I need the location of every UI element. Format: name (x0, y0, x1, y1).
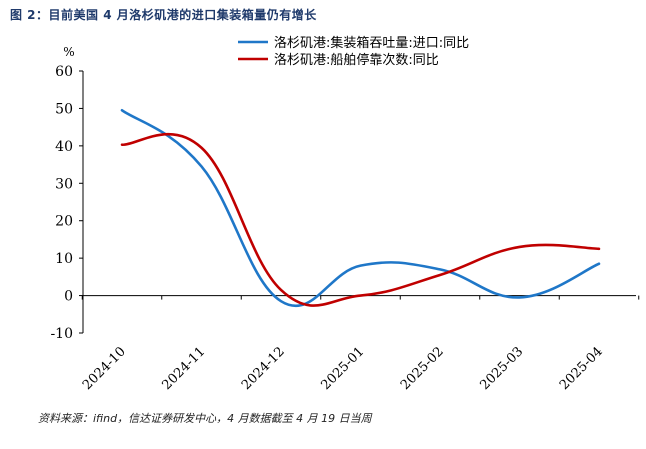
series-line-1 (120, 109, 601, 308)
x-tick-label: 2025-01 (319, 344, 368, 393)
chart-title: 图 2：目前美国 4 月洛杉矶港的进口集装箱量仍有增长 (10, 8, 317, 22)
x-tick-label: 2024-11 (160, 344, 209, 393)
x-tick-label: 2025-02 (398, 344, 447, 393)
y-tick-label: 10 (55, 251, 73, 267)
y-tick-label: 40 (55, 139, 73, 155)
x-tick-label: 2025-03 (478, 344, 527, 393)
legend-label-1: 洛杉矶港:集装箱吞吐量:进口:同比 (274, 35, 469, 51)
legend-label-2: 洛杉矶港:船舶停靠次数:同比 (274, 52, 439, 68)
y-tick-label: 0 (64, 289, 73, 305)
y-axis-label: % (63, 45, 74, 59)
y-tick-label: 20 (55, 214, 73, 230)
y-tick-label: 50 (55, 101, 73, 117)
y-tick-label: 60 (55, 64, 73, 80)
y-tick-label: -10 (50, 326, 73, 342)
source-note: 资料来源：ifind，信达证券研发中心，4 月数据截至 4 月 19 日当周 (38, 412, 372, 425)
x-tick-label: 2024-10 (80, 344, 129, 393)
series-line-2 (120, 132, 601, 307)
y-tick-label: 30 (55, 176, 73, 192)
x-tick-label: 2025-04 (557, 344, 606, 393)
x-tick-label: 2024-12 (239, 344, 288, 393)
